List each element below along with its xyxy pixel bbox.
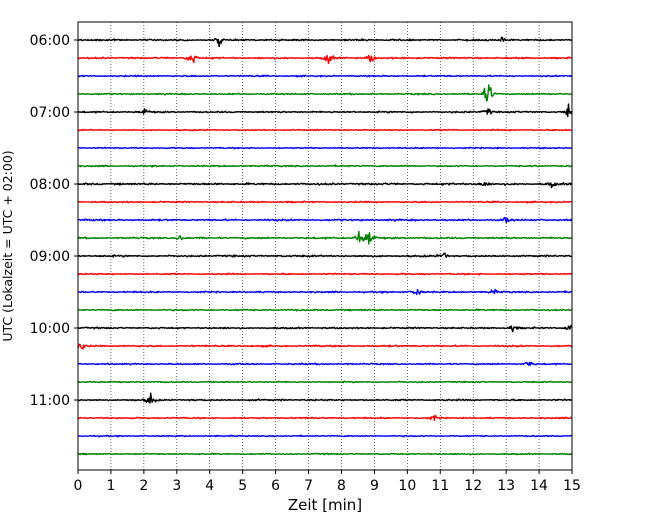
x-axis-ticks: 0 1 2 3 4 5 6 7 8 9 10 11 12 13 14 15 [74,470,581,494]
trace-0800 [77,182,573,189]
trace-0815 [77,200,573,204]
trace-0645 [77,84,572,102]
trace-0930 [77,288,573,296]
trace-layer [77,36,573,456]
x-tick-label: 4 [205,478,214,494]
trace-0845 [77,230,573,245]
trace-0715 [77,128,573,132]
x-tick-label: 13 [497,478,515,494]
y-tick-label: 07:00 [30,105,70,121]
y-tick-label: 06:00 [30,33,70,49]
trace-0945 [77,308,573,312]
x-tick-label: 9 [370,478,379,494]
trace-0700 [77,103,573,118]
x-tick-label: 7 [304,478,313,494]
y-tick-label: 08:00 [30,177,70,193]
y-axis-label: UTC (Lokalzeit = UTC + 02:00) [0,150,15,341]
trace-1115 [77,414,573,422]
trace-0830 [77,216,573,224]
x-tick-label: 2 [139,478,148,494]
trace-1045 [77,380,573,384]
x-tick-label: 5 [238,478,247,494]
x-tick-label: 1 [106,478,115,494]
trace-0600 [77,36,573,48]
x-axis-label: Zeit [min] [288,496,362,514]
trace-1130 [77,434,573,438]
y-tick-label: 11:00 [30,393,70,409]
plot-frame [77,21,573,471]
x-tick-label: 11 [431,478,449,494]
x-tick-label: 0 [74,478,83,494]
trace-0730 [77,146,573,150]
trace-0615 [77,54,573,65]
y-tick-label: 10:00 [30,321,70,337]
trace-0630 [77,74,573,78]
trace-1100 [77,392,573,404]
x-tick-label: 6 [271,478,280,494]
x-tick-label: 10 [398,478,416,494]
x-tick-label: 8 [337,478,346,494]
y-axis-ticks: 06:00 07:00 08:00 09:00 10:00 11:00 [30,33,78,409]
trace-0915 [77,272,573,276]
x-tick-label: 3 [172,478,181,494]
trace-0745 [77,164,573,168]
x-tick-label: 14 [530,478,548,494]
trace-1145 [77,452,573,456]
trace-1015 [77,343,573,350]
trace-0900 [77,252,573,258]
trace-1030 [77,361,573,367]
y-tick-label: 09:00 [30,249,70,265]
trace-1000 [77,324,573,333]
x-tick-label: 12 [464,478,482,494]
x-tick-label: 15 [563,478,581,494]
